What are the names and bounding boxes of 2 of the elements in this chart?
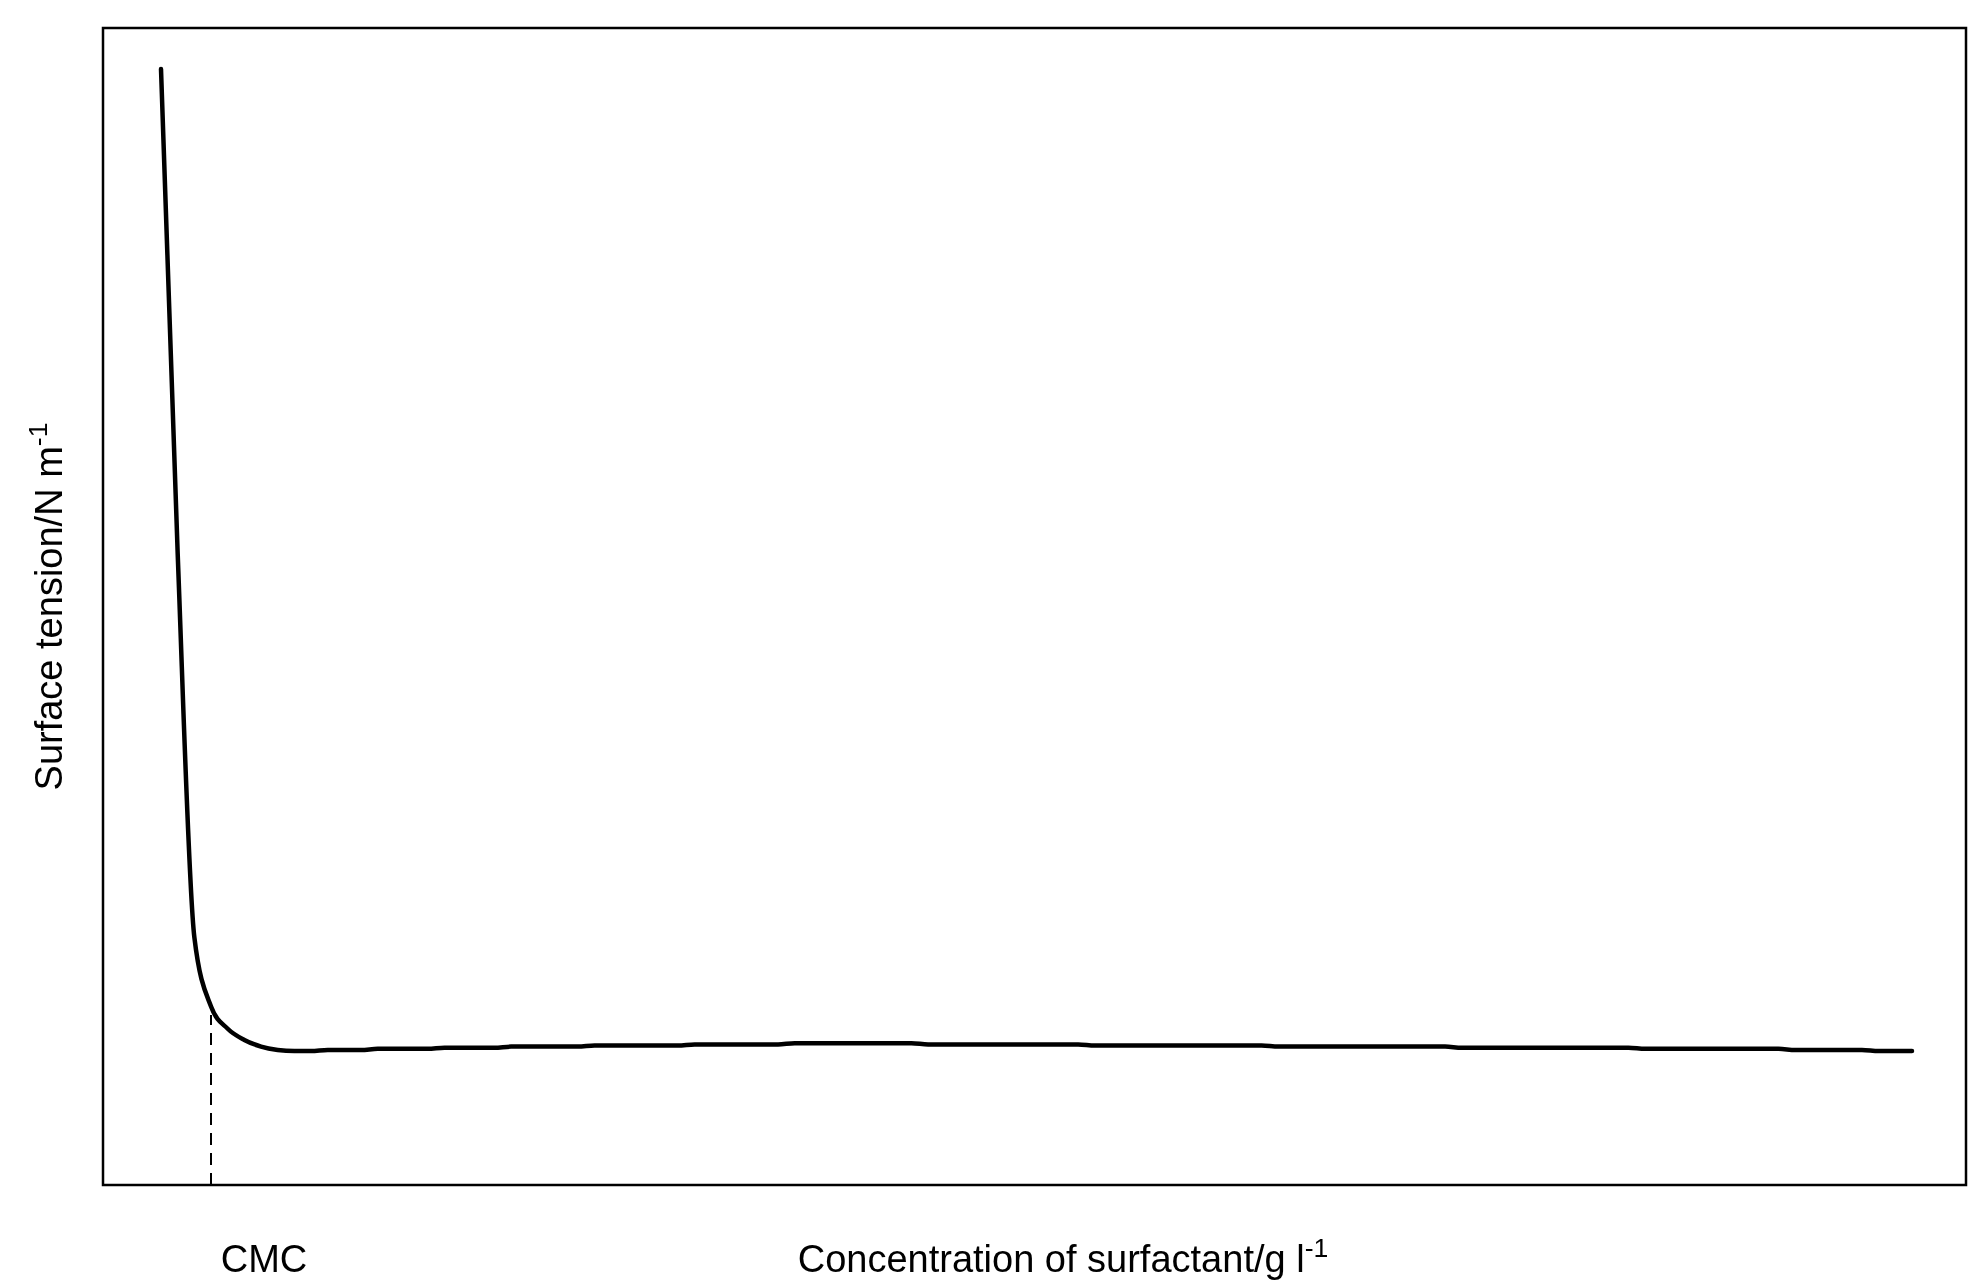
text: CMC: [220, 1238, 308, 1280]
x-axis-title: Concentration of surfactant/g l$^{-1}$: [797, 1233, 1329, 1280]
